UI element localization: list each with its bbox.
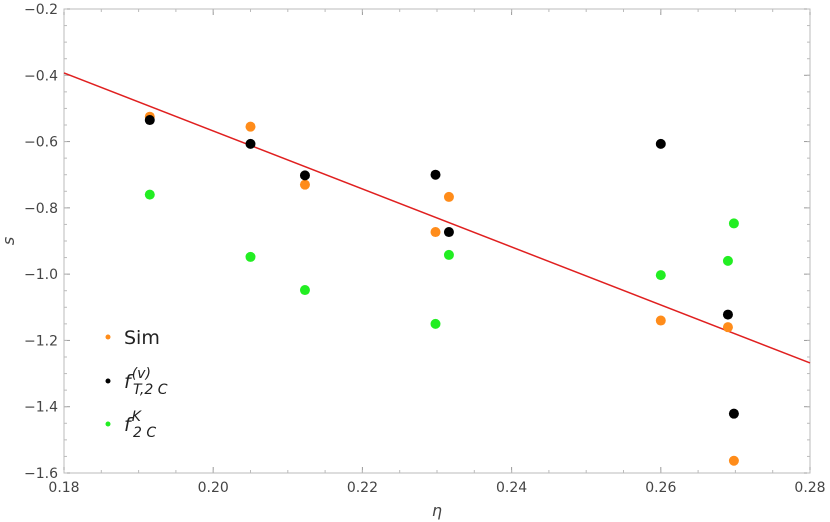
data-point (245, 251, 256, 262)
data-point (722, 322, 733, 333)
data-point (443, 227, 454, 238)
series-f-t2c-v (144, 115, 739, 419)
data-point (144, 189, 155, 200)
data-point (655, 315, 666, 326)
data-point (299, 170, 310, 181)
data-point (443, 191, 454, 202)
y-tick-label: −1.0 (24, 267, 58, 283)
data-point (299, 285, 310, 296)
data-point (728, 218, 739, 229)
y-tick-label: −1.2 (24, 333, 58, 349)
data-point (443, 249, 454, 260)
data-point (245, 121, 256, 132)
data-point (144, 115, 155, 126)
legend-label: fK 2 C (124, 409, 156, 441)
legend-marker (105, 334, 111, 340)
fit-line (63, 72, 811, 364)
x-tick-label: 0.24 (496, 480, 527, 496)
data-point (728, 408, 739, 419)
y-tick-label: −0.8 (24, 201, 58, 217)
data-point (430, 227, 441, 238)
data-point (655, 270, 666, 281)
plot-frame (63, 8, 811, 474)
x-axis-label: η (432, 501, 442, 520)
fit-line-layer (63, 72, 811, 364)
x-tick-label: 0.20 (198, 480, 229, 496)
data-point (722, 255, 733, 266)
data-point (722, 309, 733, 320)
x-axis: 0.18 0.20 0.22 0.24 0.26 0.28 (48, 9, 826, 496)
y-axis-label: s (0, 237, 18, 245)
legend-label: f(v) T,2 C (124, 366, 168, 398)
x-tick-label: 0.22 (347, 480, 378, 496)
data-point (728, 455, 739, 466)
y-tick-label: −1.6 (24, 466, 58, 482)
x-tick-label: 0.18 (48, 480, 79, 496)
data-point (299, 179, 310, 190)
x-tick-label: 0.26 (645, 480, 676, 496)
legend-marker (105, 421, 111, 427)
data-point (430, 169, 441, 180)
y-tick-label: −0.2 (24, 2, 58, 18)
data-point (245, 138, 256, 149)
legend-label: Sim (124, 327, 160, 349)
series-sim (144, 111, 739, 466)
data-point (430, 318, 441, 329)
y-tick-label: −1.4 (24, 400, 58, 416)
legend-marker (105, 378, 111, 384)
y-tick-label: −0.4 (24, 68, 58, 84)
legend: Sim f(v) T,2 C fK 2 C (105, 327, 168, 441)
series-f-2c-k (144, 189, 739, 329)
data-points-layer (144, 111, 739, 466)
data-point (655, 138, 666, 149)
x-tick-label: 0.28 (794, 480, 825, 496)
y-tick-label: −0.6 (24, 135, 58, 151)
y-axis: −1.6 −1.4 −1.2 −1.0 −0.8 −0.6 −0.4 −0.2 (24, 2, 810, 482)
